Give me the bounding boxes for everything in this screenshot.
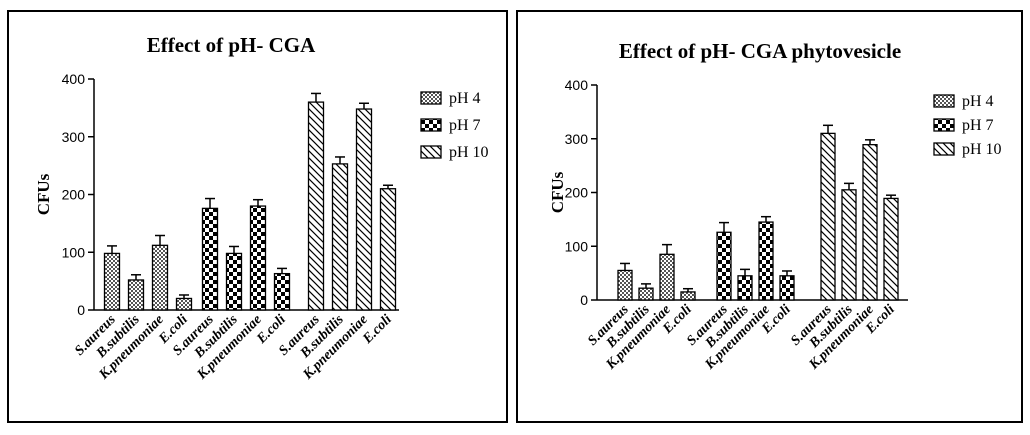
bar [716, 231, 732, 301]
y-tick-label: 200 [565, 185, 589, 201]
bar [758, 221, 774, 301]
bar [331, 163, 349, 311]
bar [127, 279, 145, 311]
bar [249, 205, 267, 311]
bar [820, 132, 836, 301]
legend-swatch [420, 118, 442, 132]
chart-right: Effect of pH- CGA phytovesicle CFUs 0 100 20… [548, 39, 1002, 373]
bar [779, 275, 795, 301]
legend-swatch [933, 118, 955, 132]
bar [862, 144, 878, 301]
chart-title: Effect of pH- CGA [147, 33, 316, 57]
chart-panel-left: Effect of pH- CGA CFUs 0 100 200 300 400 S.aure… [7, 10, 508, 423]
y-tick-label: 100 [62, 244, 86, 260]
bar [680, 291, 696, 301]
bar [617, 269, 633, 301]
bar [841, 189, 857, 301]
legend-label: pH 4 [962, 93, 994, 110]
chart-title: Effect of pH- CGA phytovesicle [619, 39, 901, 63]
bar [175, 297, 193, 311]
legend-swatch [420, 145, 442, 159]
chart-panel-right: Effect of pH- CGA phytovesicle CFUs 0 100 20… [516, 10, 1023, 423]
legend-swatch [420, 91, 442, 105]
bar [103, 252, 121, 311]
chart-left: Effect of pH- CGACFUs0100200300400S.aure… [34, 33, 489, 383]
legend-label: pH 7 [449, 117, 481, 134]
bar [273, 272, 291, 311]
legend-swatch [933, 142, 955, 156]
y-tick-label: 300 [62, 129, 86, 145]
bar [737, 275, 753, 301]
y-axis-label: CFUs [548, 171, 567, 213]
y-tick-label: 200 [62, 187, 86, 203]
legend-label: pH 7 [962, 117, 994, 134]
bar [307, 101, 325, 311]
bar [379, 188, 397, 311]
y-tick-label: 0 [580, 292, 588, 308]
bar [355, 108, 373, 311]
bar [151, 244, 169, 311]
y-tick-label: 400 [565, 77, 589, 93]
bar [201, 207, 219, 311]
bar [225, 252, 243, 311]
y-axis-label: CFUs [34, 173, 53, 215]
legend-label: pH 10 [962, 141, 1002, 158]
y-tick-label: 300 [565, 131, 589, 147]
legend-swatch [933, 94, 955, 108]
bar [638, 287, 654, 301]
legend-label: pH 10 [449, 144, 489, 161]
legend-label: pH 4 [449, 90, 481, 107]
y-tick-label: 0 [77, 302, 85, 318]
bar [883, 197, 899, 301]
y-tick-label: 100 [565, 238, 589, 254]
bar [659, 253, 675, 301]
y-tick-label: 400 [62, 71, 86, 87]
